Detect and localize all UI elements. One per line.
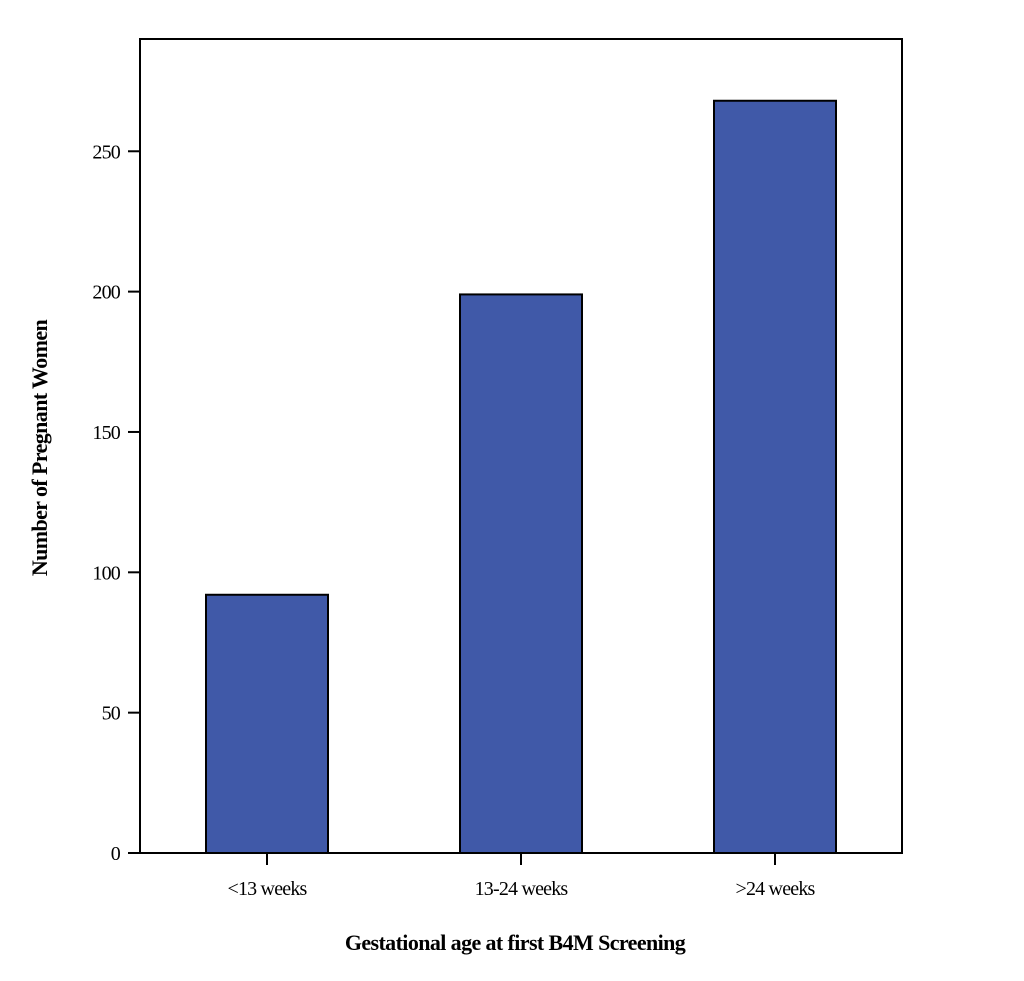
x-tick-label: >24 weeks <box>735 878 815 900</box>
x-tick-label: 13-24 weeks <box>475 878 569 900</box>
bar-2 <box>713 99 837 855</box>
y-tick-label: 250 <box>92 141 120 163</box>
y-axis: 0 50 100 150 200 250 <box>92 141 140 865</box>
bars-group <box>205 99 837 855</box>
y-tick-label: 150 <box>92 422 120 444</box>
x-axis-title: Gestational age at first B4M Screening <box>345 930 686 955</box>
bar-1 <box>459 293 583 854</box>
y-tick-label: 100 <box>92 562 120 584</box>
y-axis-title: Number of Pregnant Women <box>27 319 52 576</box>
x-axis: <13 weeks 13-24 weeks >24 weeks <box>227 853 816 900</box>
bar-0 <box>205 593 329 854</box>
y-tick-label: 200 <box>92 282 120 304</box>
x-tick-label: <13 weeks <box>227 878 307 900</box>
y-tick-label: 50 <box>102 703 121 725</box>
y-tick-label: 0 <box>111 843 121 865</box>
